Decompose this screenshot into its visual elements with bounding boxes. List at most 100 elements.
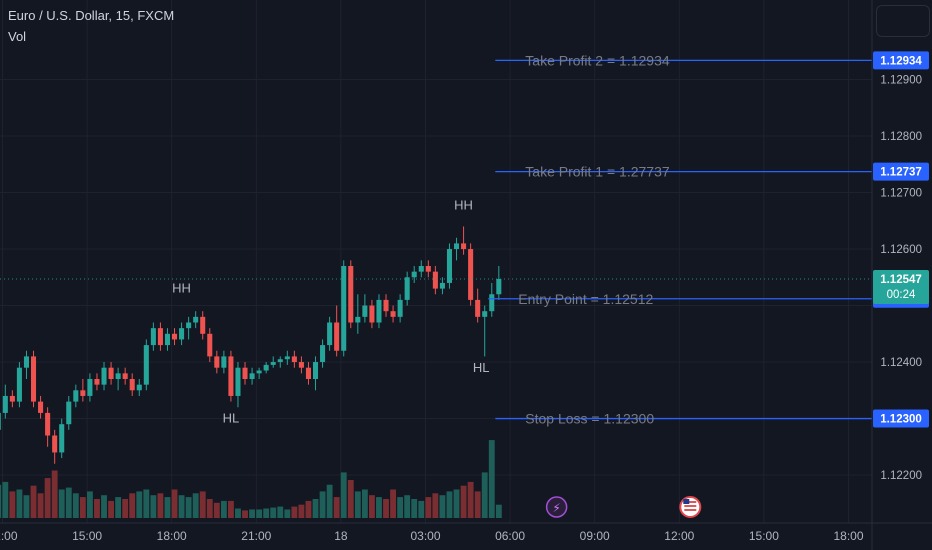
volume-bar <box>192 493 199 518</box>
time-tick-label: 18 <box>334 529 348 543</box>
level-price-tag[interactable] <box>873 409 929 428</box>
volume-bar <box>72 493 79 518</box>
last-price-tag[interactable] <box>873 269 929 304</box>
candle-body <box>157 328 163 346</box>
volume-bar <box>108 500 114 518</box>
volume-bar <box>298 504 305 518</box>
candle-body <box>383 299 389 312</box>
volume-bar <box>270 507 277 518</box>
flag-canton <box>683 499 690 504</box>
volume-bar <box>58 489 65 518</box>
level-price-tag[interactable] <box>873 162 929 181</box>
volume-bar <box>312 499 319 518</box>
volume-bar <box>361 489 368 518</box>
volume-bar <box>220 500 227 518</box>
level-label[interactable]: Take Profit 1 = 1.27737 <box>525 164 670 180</box>
time-tick-label: 12:00 <box>0 529 18 543</box>
symbol-title[interactable]: Euro / U.S. Dollar, 15, FXCM <box>8 8 175 23</box>
volume-bar <box>51 470 58 518</box>
candle-body <box>171 333 178 340</box>
time-tick-label: 15:00 <box>72 529 102 543</box>
candle-body <box>327 322 333 346</box>
time-tick-label: 18:00 <box>157 529 187 543</box>
volume-bar <box>164 497 171 518</box>
level-label[interactable]: Take Profit 2 = 1.12934 <box>525 52 670 68</box>
candle-body <box>432 271 438 289</box>
level-price-tag-text: 1.12300 <box>880 414 922 426</box>
volume-bar <box>305 500 312 518</box>
candle-body <box>179 328 185 340</box>
candle-body <box>348 266 354 323</box>
price-levels[interactable]: Take Profit 2 = 1.12934 Take Profit 1 = 1… <box>0 52 872 427</box>
volume-bar <box>94 499 100 518</box>
price-tick-label: 1.12900 <box>880 75 922 87</box>
price-tick-label: 1.12800 <box>880 131 922 143</box>
volume-bar <box>291 506 298 518</box>
volume-indicator-label[interactable]: Vol <box>8 29 27 44</box>
volume-bar <box>249 509 255 518</box>
level-price-tag-text: 1.12737 <box>880 167 922 179</box>
time-axis-background <box>0 523 872 550</box>
candle-body <box>0 412 1 430</box>
chart-settings-button[interactable] <box>876 5 930 37</box>
volume-bar <box>439 495 446 518</box>
volume-bar <box>199 491 206 518</box>
volume-bar <box>467 481 474 518</box>
volume-bar <box>242 510 248 518</box>
candle-body <box>150 328 156 346</box>
candle-body <box>461 243 467 250</box>
volume-bar <box>368 495 375 518</box>
level-price-tag[interactable] <box>873 51 929 70</box>
price-axis[interactable]: 1.12900 1.12800 1.12700 1.12600 1.12400 1.122… <box>872 0 932 550</box>
volume-bar <box>383 499 389 518</box>
candle-body <box>122 373 128 379</box>
candle-body <box>242 367 248 379</box>
volume-bar <box>101 495 107 518</box>
volume-bar <box>481 472 488 518</box>
candle-body <box>73 390 79 402</box>
volume-bar <box>376 497 382 518</box>
candle-body <box>305 367 311 379</box>
last-price-text: 1.12547 <box>880 274 922 286</box>
volume-bar <box>411 499 418 518</box>
pattern-label: HL <box>223 411 240 426</box>
candle-body <box>80 390 86 396</box>
volume-bar <box>432 493 439 518</box>
candle-body <box>482 311 488 317</box>
lightning-icon[interactable] <box>545 496 568 518</box>
volume-bar <box>23 495 30 518</box>
candle-body <box>87 379 93 396</box>
candle-body <box>298 362 304 368</box>
volume-bar <box>474 491 481 518</box>
volume-bar <box>30 485 37 518</box>
event-markers[interactable]: ⚡ <box>545 496 702 518</box>
candle-body <box>228 356 234 396</box>
level-label[interactable]: Entry Point = 1.12512 <box>518 291 653 307</box>
volume-bar <box>425 497 432 518</box>
candle-body <box>362 305 368 317</box>
volume-bar <box>206 499 213 518</box>
time-tick-label: 12:00 <box>664 529 694 543</box>
volume-bar <box>284 509 291 518</box>
time-tick-label: 21:00 <box>241 529 271 543</box>
candle-body <box>115 373 121 379</box>
candlesticks <box>0 226 502 464</box>
volume-bar <box>157 493 164 518</box>
volume-bar <box>136 491 143 518</box>
candle-body <box>270 362 276 365</box>
volume-bar <box>143 489 150 518</box>
candle-body <box>404 277 410 300</box>
level-price-tag-text: 1.12934 <box>880 55 922 67</box>
volume-bar <box>390 489 396 518</box>
candle-body <box>30 356 37 402</box>
level-label[interactable]: Stop Loss = 1.12300 <box>525 411 654 427</box>
volume-bar <box>397 497 404 518</box>
lightning-glyph: ⚡ <box>552 501 560 515</box>
price-tick-label: 1.12400 <box>880 357 922 369</box>
time-tick-label: 15:00 <box>749 529 779 543</box>
candle-body <box>320 345 326 363</box>
volume-bar <box>16 489 23 518</box>
candle-body <box>475 299 481 317</box>
